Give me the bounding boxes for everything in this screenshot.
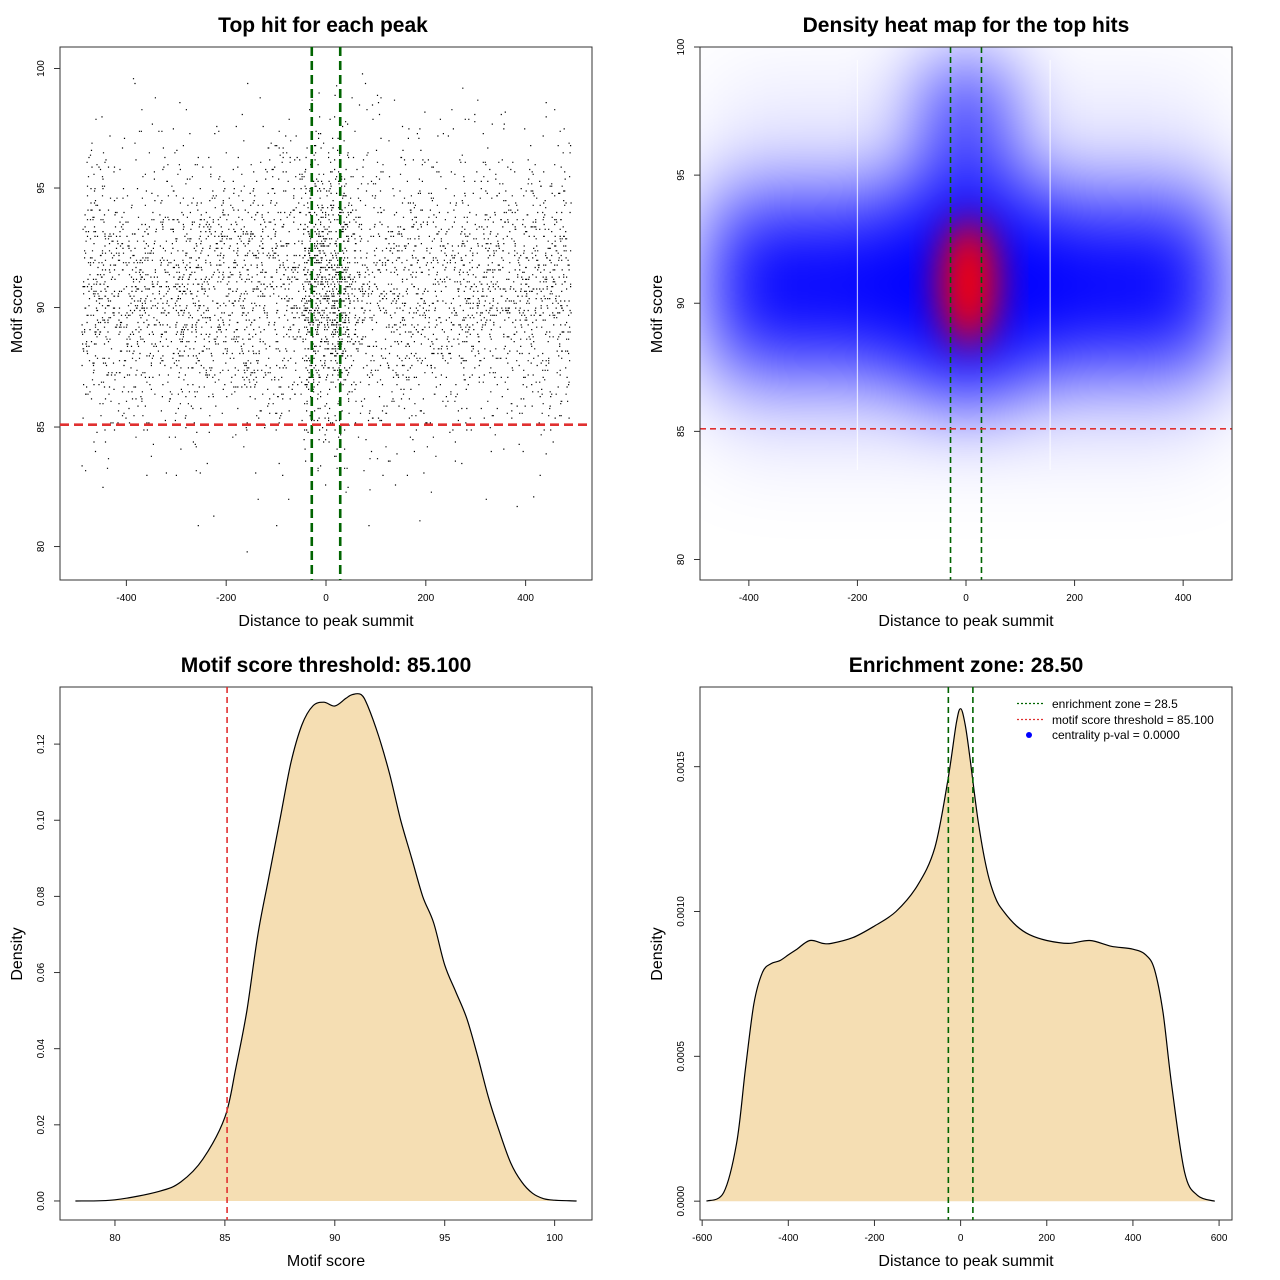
heatmap-title: Density heat map for the top hits [803,14,1130,37]
legend: enrichment zone = 28.5 motif score thres… [1017,697,1214,742]
x-tick-label: 200 [1038,1233,1055,1244]
y-tick-label: 100 [676,38,687,55]
density-area-fill [75,693,577,1201]
scatter-plot-frame [59,46,593,581]
x-tick-label: 85 [219,1233,231,1244]
score-density-title: Motif score threshold: 85.100 [181,654,472,677]
density-curve-line [706,708,1215,1202]
distance-density-x-label: Distance to peak summit [878,1253,1054,1270]
y-tick-label: 95 [36,182,47,194]
y-tick-label: 0.02 [36,1115,47,1135]
score-density-y-label: Density [9,927,26,980]
scatter-point-cloud [81,73,572,553]
scatter-panel: Top hit for each peak -400 -200 0 200 400 80… [9,14,593,630]
x-tick-label: -200 [864,1233,884,1244]
y-tick-label: 95 [676,169,687,181]
heatmap-y-label: Motif score [649,275,666,353]
scatter-reference-lines [60,47,592,580]
score-density-plot-frame [59,686,593,1221]
scatter-y-axis: 80 85 90 95 100 [36,60,60,552]
legend-centrality-label: centrality p-val = 0.0000 [1052,728,1180,742]
legend-enrichment-zone-label: enrichment zone = 28.5 [1052,697,1178,711]
score-density-curve [75,693,577,1202]
y-tick-label: 80 [36,541,47,553]
x-tick-label: 100 [546,1233,563,1244]
legend-centrality-swatch [1026,732,1032,738]
distance-density-reference-lines [947,687,974,1220]
x-tick-label: -400 [778,1233,798,1244]
scatter-title: Top hit for each peak [218,14,428,37]
y-tick-label: 85 [36,421,47,433]
score-density-x-axis: 80 85 90 95 100 [109,1220,563,1244]
heatmap-y-axis: 80 85 90 95 100 [676,38,700,565]
x-tick-label: -400 [116,593,136,604]
x-tick-label: 0 [323,593,329,604]
distance-density-y-axis: 0.0000 0.0005 0.0010 0.0015 [676,751,700,1216]
y-tick-label: 0.06 [36,962,47,982]
y-tick-label: 90 [36,302,47,314]
score-density-y-axis: 0.00 0.02 0.04 0.06 0.08 0.10 0.12 [36,734,60,1211]
density-curve-line [75,693,577,1202]
legend-score-threshold-label: motif score threshold = 85.100 [1052,713,1214,727]
y-tick-label: 0.0015 [676,751,687,782]
distance-density-title: Enrichment zone: 28.50 [849,654,1084,677]
y-tick-label: 0.00 [36,1191,47,1211]
heatmap-x-axis: -400 -200 0 200 400 [739,580,1192,604]
scatter-x-axis: -400 -200 0 200 400 [116,580,534,604]
x-tick-label: -400 [739,593,759,604]
distance-density-panel: Enrichment zone: 28.50 -600 -400 -200 0 200 4… [649,654,1233,1270]
score-density-x-label: Motif score [287,1253,365,1270]
x-tick-label: 400 [1175,593,1192,604]
heatmap-reference-lines [700,47,1232,580]
y-tick-label: 0.0000 [676,1185,687,1216]
x-tick-label: 400 [517,593,534,604]
x-tick-label: 200 [417,593,434,604]
x-tick-label: 0 [958,1233,964,1244]
x-tick-label: 200 [1066,593,1083,604]
x-tick-label: 400 [1125,1233,1142,1244]
y-tick-label: 80 [676,554,687,566]
x-tick-label: 90 [329,1233,341,1244]
distance-density-y-label: Density [649,927,666,980]
x-tick-label: 0 [963,593,969,604]
y-tick-label: 0.10 [36,810,47,830]
heatmap-density-peak [938,218,999,347]
density-area-fill [706,708,1215,1202]
distance-density-curve [706,708,1215,1202]
y-tick-label: 100 [36,60,47,77]
x-tick-label: -200 [847,593,867,604]
scatter-points [81,73,572,553]
heatmap-panel: Density heat map for the top hits -400 -2… [649,14,1233,630]
scatter-x-label: Distance to peak summit [238,613,414,630]
y-tick-label: 0.0005 [676,1041,687,1072]
x-tick-label: -200 [216,593,236,604]
x-tick-label: 600 [1211,1233,1228,1244]
y-tick-label: 0.04 [36,1039,47,1059]
y-tick-label: 0.08 [36,886,47,906]
x-tick-label: 80 [109,1233,121,1244]
heatmap-density-surface [700,47,1232,580]
y-tick-label: 0.0010 [676,896,687,927]
y-tick-label: 0.12 [36,734,47,754]
distance-density-x-axis: -600 -400 -200 0 200 400 600 [692,1220,1228,1244]
score-density-panel: Motif score threshold: 85.100 80 85 90 95 10… [9,654,593,1270]
heatmap-x-label: Distance to peak summit [878,613,1054,630]
scatter-y-label: Motif score [9,275,26,353]
y-tick-label: 90 [676,297,687,309]
x-tick-label: 95 [439,1233,451,1244]
distance-density-plot-frame [699,686,1233,1221]
x-tick-label: -600 [692,1233,712,1244]
y-tick-label: 85 [676,425,687,437]
